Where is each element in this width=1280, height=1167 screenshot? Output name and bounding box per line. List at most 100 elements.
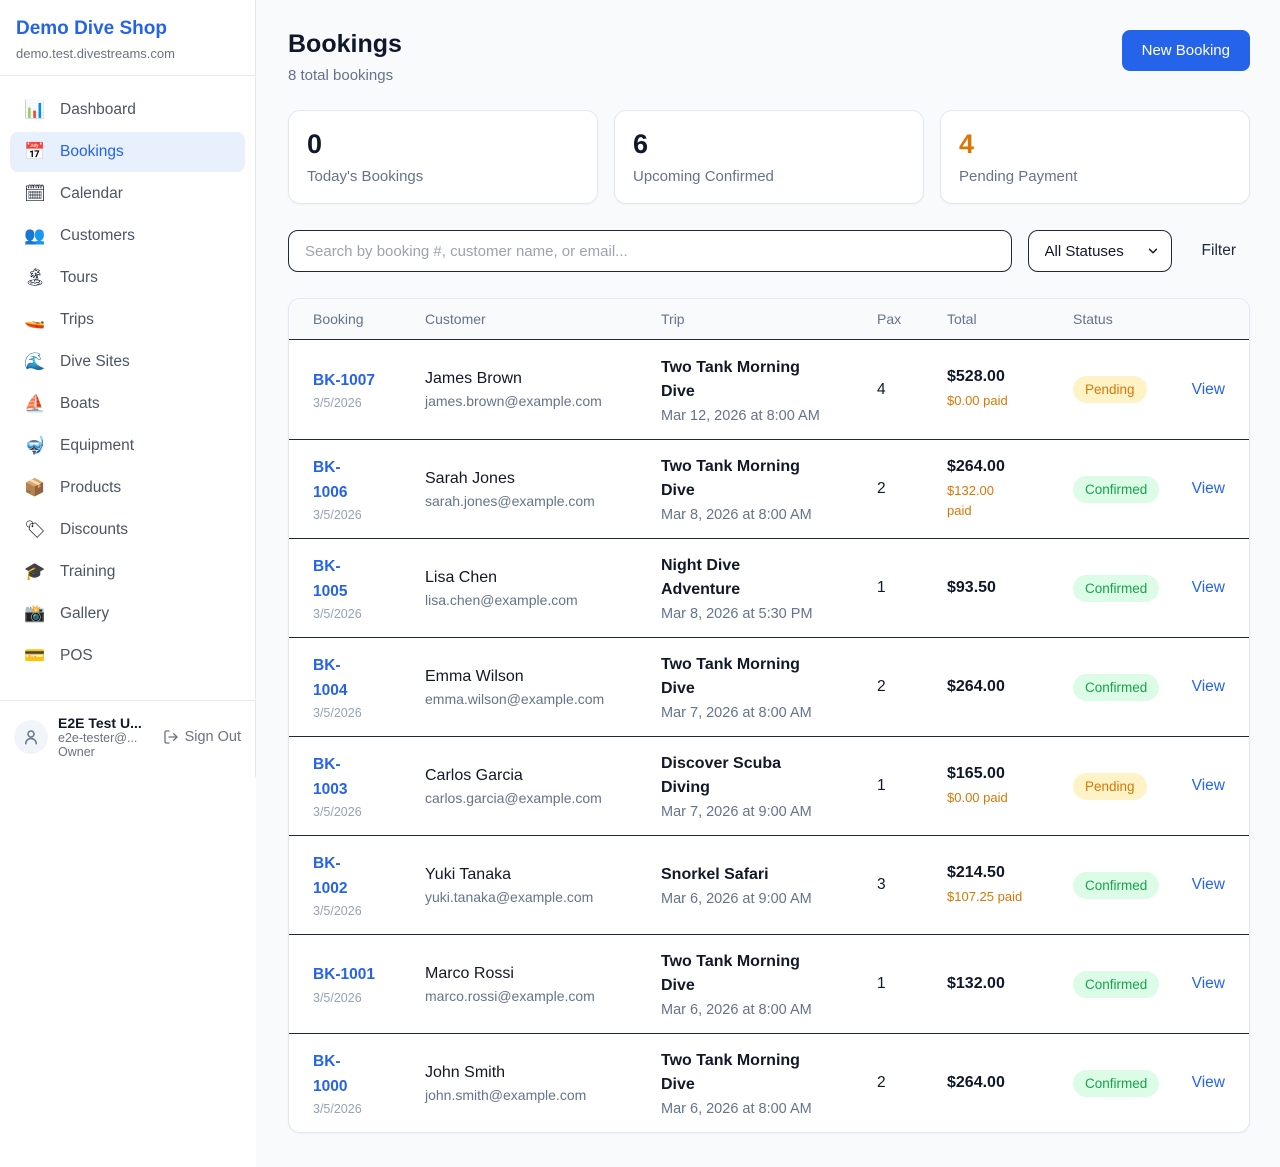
booking-date: 3/5/2026: [313, 705, 362, 720]
sign-out-label: Sign Out: [184, 729, 241, 745]
booking-id-link[interactable]: BK- 1004: [313, 657, 348, 699]
sign-out-button[interactable]: Sign Out: [163, 729, 241, 745]
shop-domain: demo.test.divestreams.com: [16, 46, 175, 61]
trip-datetime: Mar 6, 2026 at 8:00 AM: [661, 1002, 812, 1018]
action-cell: View: [1165, 1074, 1225, 1092]
products-icon: 📦: [24, 478, 46, 497]
table-header-row: Booking Customer Trip Pax Total Status: [289, 299, 1249, 340]
booking-date: 3/5/2026: [313, 990, 362, 1005]
new-booking-button[interactable]: New Booking: [1121, 30, 1250, 71]
table-row: BK- 1005 3/5/2026 Lisa Chen lisa.chen@ex…: [289, 538, 1249, 637]
booking-date: 3/5/2026: [313, 606, 362, 621]
view-link[interactable]: View: [1191, 1074, 1225, 1091]
status-badge: Confirmed: [1073, 673, 1160, 701]
tours-icon: 🏝: [24, 268, 46, 287]
sidebar-item-label: Customers: [60, 227, 135, 244]
sidebar-item-dashboard[interactable]: 📊 Dashboard: [10, 90, 245, 130]
sidebar-item-boats[interactable]: ⛵ Boats: [10, 384, 245, 424]
sidebar-item-label: Products: [60, 479, 122, 496]
booking-id-link[interactable]: BK- 1003: [313, 756, 348, 798]
total-cell: $264.00: [947, 678, 1073, 696]
pax-cell: 4: [877, 380, 886, 398]
trip-cell: Two Tank Morning Dive Mar 6, 2026 at 8:0…: [661, 1049, 877, 1117]
customers-icon: 👥: [24, 226, 46, 245]
view-link[interactable]: View: [1191, 975, 1225, 992]
booking-id-link[interactable]: BK-1007: [313, 371, 376, 389]
view-link[interactable]: View: [1191, 579, 1225, 596]
trip-datetime: Mar 7, 2026 at 8:00 AM: [661, 705, 812, 721]
stat-label: Today's Bookings: [307, 168, 424, 185]
booking-id-link[interactable]: BK- 1005: [313, 558, 348, 600]
sidebar-item-dive-sites[interactable]: 🌊 Dive Sites: [10, 342, 245, 382]
pos-icon: 💳: [24, 646, 46, 665]
sidebar-item-products[interactable]: 📦 Products: [10, 468, 245, 508]
booking-date: 3/5/2026: [313, 1101, 362, 1116]
sidebar-item-pos[interactable]: 💳 POS: [10, 636, 245, 676]
sidebar-item-equipment[interactable]: 🤿 Equipment: [10, 426, 245, 466]
table-row: BK-1007 3/5/2026 James Brown james.brown…: [289, 340, 1249, 439]
booking-cell: BK- 1006 3/5/2026: [313, 456, 425, 521]
trip-name: Night Dive Adventure: [661, 557, 741, 598]
sidebar-item-gallery[interactable]: 📸 Gallery: [10, 594, 245, 634]
stat-label: Pending Payment: [959, 168, 1078, 185]
sidebar-item-calendar[interactable]: 🗓 Calendar: [10, 174, 245, 214]
customer-cell: James Brown james.brown@example.com: [425, 370, 661, 409]
view-link[interactable]: View: [1191, 480, 1225, 497]
booking-id-link[interactable]: BK- 1002: [313, 855, 348, 897]
trip-cell: Two Tank Morning Dive Mar 8, 2026 at 8:0…: [661, 455, 877, 523]
customer-email: marco.rossi@example.com: [425, 987, 595, 1004]
sidebar-column: Demo Dive Shop demo.test.divestreams.com…: [0, 0, 256, 1167]
pax-cell: 1: [877, 777, 886, 794]
view-link[interactable]: View: [1191, 678, 1225, 695]
booking-cell: BK-1007 3/5/2026: [313, 369, 425, 410]
customer-email: yuki.tanaka@example.com: [425, 888, 594, 905]
filter-row: All Statuses Filter: [288, 230, 1250, 272]
user-name: E2E Test U...: [58, 715, 142, 731]
trip-datetime: Mar 8, 2026 at 8:00 AM: [661, 507, 812, 523]
person-icon: [25, 730, 37, 745]
total-amount: $264.00: [947, 458, 1005, 475]
booking-id-link[interactable]: BK- 1000: [313, 1053, 348, 1095]
customer-name: Marco Rossi: [425, 964, 514, 982]
booking-id-link[interactable]: BK- 1006: [313, 459, 348, 501]
sidebar-item-customers[interactable]: 👥 Customers: [10, 216, 245, 256]
pax-cell: 2: [877, 480, 886, 497]
filter-button[interactable]: Filter: [1188, 234, 1250, 268]
sign-out-icon: [163, 730, 178, 744]
view-link[interactable]: View: [1191, 777, 1225, 794]
booking-id-link[interactable]: BK-1001: [313, 966, 376, 984]
sidebar: Demo Dive Shop demo.test.divestreams.com…: [0, 0, 256, 777]
total-amount: $214.50: [947, 863, 1005, 881]
pax-cell: 3: [877, 876, 886, 893]
sidebar-item-training[interactable]: 🎓 Training: [10, 552, 245, 592]
search-input[interactable]: [288, 230, 1012, 272]
sidebar-item-discounts[interactable]: 🏷 Discounts: [10, 510, 245, 550]
view-link[interactable]: View: [1191, 876, 1225, 893]
action-cell: View: [1165, 975, 1225, 993]
view-link[interactable]: View: [1191, 380, 1225, 398]
sidebar-item-bookings[interactable]: 📅 Bookings: [10, 132, 245, 172]
column-header-pax: Pax: [877, 311, 902, 327]
booking-cell: BK- 1003 3/5/2026: [313, 753, 425, 818]
table-row: BK- 1004 3/5/2026 Emma Wilson emma.wilso…: [289, 637, 1249, 736]
customer-name: Carlos Garcia: [425, 766, 523, 784]
total-amount: $528.00: [947, 368, 1005, 386]
trip-cell: Two Tank Morning Dive Mar 6, 2026 at 8:0…: [661, 950, 877, 1018]
customer-email: john.smith@example.com: [425, 1086, 587, 1103]
pax-cell: 2: [877, 678, 886, 695]
total-cell: $165.00 $0.00 paid: [947, 765, 1073, 808]
status-badge: Pending: [1073, 772, 1147, 800]
sidebar-item-trips[interactable]: 🚤 Trips: [10, 300, 245, 340]
page-header: Bookings 8 total bookings New Booking: [288, 30, 1250, 84]
user-email: e2e-tester@...: [58, 731, 138, 745]
paid-amount: $132.00 paid: [947, 483, 994, 518]
sidebar-item-tours[interactable]: 🏝 Tours: [10, 258, 245, 298]
sidebar-item-label: Gallery: [60, 605, 110, 622]
discounts-icon: 🏷: [24, 520, 46, 539]
status-badge: Confirmed: [1073, 871, 1160, 899]
stat-card-todays-bookings: 0 Today's Bookings: [288, 110, 598, 204]
status-select[interactable]: All Statuses: [1027, 230, 1172, 272]
customer-cell: Sarah Jones sarah.jones@example.com: [425, 470, 661, 509]
customer-name: James Brown: [425, 370, 522, 387]
booking-cell: BK-1001 3/5/2026: [313, 963, 425, 1004]
